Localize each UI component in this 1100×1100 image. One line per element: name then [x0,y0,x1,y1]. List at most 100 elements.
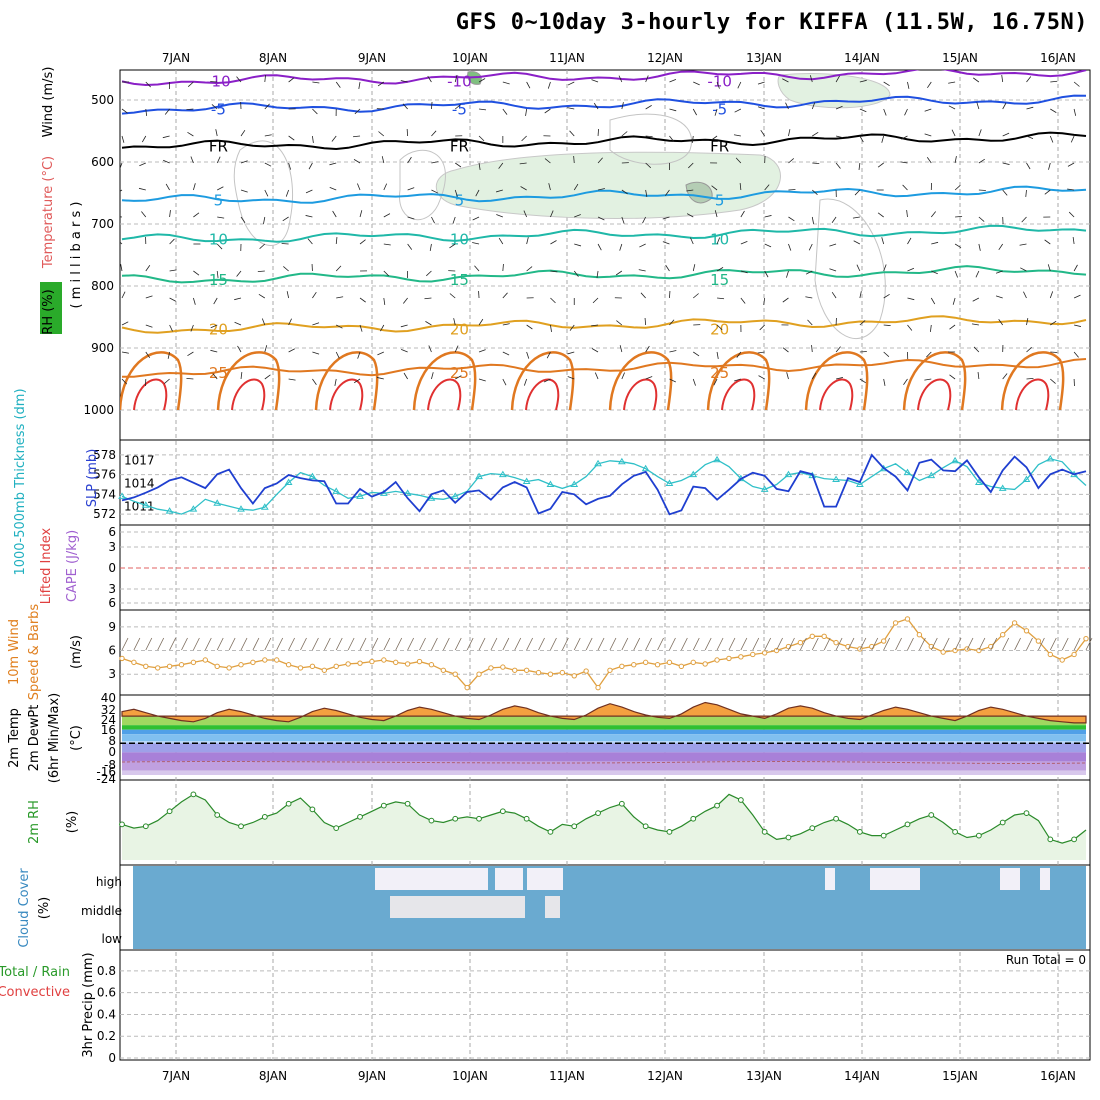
wind-speed-point [381,657,387,663]
wind-barb [138,187,146,191]
wind-barb [431,189,438,194]
bottom-day-label: 16JAN [1040,1069,1076,1083]
isotherm-label: -10 [447,72,472,90]
wind10m-barb [681,637,688,651]
thickness-point [570,480,579,487]
top-day-label: 15JAN [942,51,978,65]
temp-band [122,752,1086,762]
wind-barb [711,135,718,141]
wind-barb [478,318,484,326]
thickness-point [760,485,769,492]
wind-barb [852,216,860,219]
wind10m-barb [466,637,474,651]
wind10m-barb [597,637,605,651]
wind-barb [334,378,337,386]
wind-barb [1026,76,1032,83]
wind-barb [669,319,675,326]
wind-barb [788,216,795,222]
wind-speed-point [309,663,316,670]
wind-barb [478,78,486,83]
wind-barb [234,297,242,301]
wind-barb [454,75,458,83]
wind-barb [145,108,148,116]
wind10m-barb [978,637,986,651]
wind-tick: 6 [108,644,116,658]
wind-barb [978,129,982,137]
isotherm-35-loop [1015,378,1050,410]
wind-barb [186,377,194,380]
wind-speed-point [238,662,244,668]
thickness-point [998,484,1007,491]
wind-barb [788,129,791,137]
wind-barb [502,81,510,85]
wind-barb [954,243,962,249]
isotherm-label: FR [710,138,729,156]
top-day-label: 8JAN [259,51,287,65]
wind-barb [526,324,533,330]
wind10m-barb [573,637,581,651]
wind-barb [665,189,670,196]
wind-barb [1048,162,1051,170]
wind-barb [193,183,196,191]
wind10m-barb [252,637,260,651]
lifted-index-label: Lifted Index [39,527,54,604]
wind-barb [264,162,272,167]
wind-speed-point [357,660,363,666]
isotherm-30-loop [902,351,967,410]
wind-barb [407,243,413,250]
wind-barb [169,269,177,272]
wind-barb [424,297,432,300]
wind-barb [907,267,915,272]
rh2m-point [880,832,887,839]
wind-barb [546,351,551,359]
wind-barb [811,344,813,353]
wind10m-barb [788,637,795,651]
thickness-point [594,459,602,467]
thickness-point [475,472,483,480]
wind-barb [427,75,432,83]
isotherm-30-loop [608,351,673,410]
thickness-point [260,503,269,510]
wind-barb [645,345,650,353]
wind-speed-point [666,659,673,666]
slp-tick: 1014 [124,477,155,491]
wind-barb [288,135,295,141]
rh2m-point [142,823,149,830]
wind-barb [550,297,556,304]
wind-barb [286,291,290,299]
wind-barb [1026,162,1031,170]
wind-barb [1044,189,1051,195]
wind-barb [812,131,819,137]
thickness-tick: 578 [93,448,116,462]
pressure-tick: 600 [91,155,114,169]
temp2m-units: (°C) [69,725,84,751]
thickness-point [689,470,698,478]
temp-band [122,716,1086,726]
thickness-tick: 574 [93,487,116,501]
wind-barb [335,265,342,272]
isotherm-35-loop [329,378,364,410]
wind-barb [949,324,956,330]
wind-barb [829,243,837,247]
rh2m-point [1071,836,1077,843]
rh2m-line [121,793,1087,844]
wind-barb [453,318,456,326]
wind-barb [662,216,670,220]
wind10m-barb [942,637,950,651]
rh-contour [609,113,692,165]
wind-barb [381,156,385,164]
wind10m-barb [145,637,153,651]
wind-barb [1050,108,1057,113]
wind-speed-point [595,684,601,691]
precip-conv-label: Convective [0,985,70,1000]
wind-barb [264,103,270,110]
wind-speed-point [535,669,542,676]
thickness-tick: 576 [93,468,116,482]
isotherm-35-loop [917,378,952,410]
wind-barb [805,270,813,275]
wind10m-barb [585,637,593,651]
wind-barb [187,351,194,357]
wind10m-barb [323,637,331,651]
wind10m-barb [1026,637,1033,651]
wind-barb [978,216,985,222]
